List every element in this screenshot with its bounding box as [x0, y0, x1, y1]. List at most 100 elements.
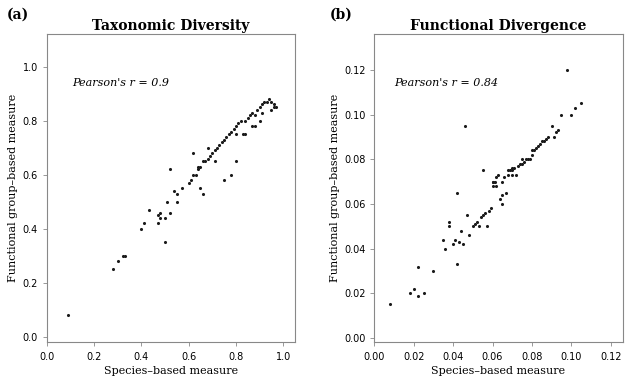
Point — [497, 201, 507, 207]
Point — [452, 190, 462, 196]
Point — [228, 126, 239, 132]
Point — [243, 115, 253, 121]
Point — [269, 104, 279, 110]
Text: Pearson's r = 0.84: Pearson's r = 0.84 — [394, 78, 498, 88]
Point — [481, 223, 492, 229]
Point — [517, 161, 527, 167]
Point — [448, 241, 458, 247]
Point — [266, 99, 276, 105]
Point — [539, 138, 549, 144]
Point — [439, 237, 449, 243]
Point — [385, 301, 395, 308]
Point — [493, 172, 504, 178]
Point — [257, 101, 267, 108]
Point — [262, 99, 272, 105]
Point — [200, 158, 210, 164]
Point — [198, 190, 208, 197]
Point — [257, 109, 267, 116]
Point — [483, 208, 493, 214]
Point — [509, 165, 519, 171]
Point — [533, 143, 543, 149]
Point — [136, 226, 146, 232]
Point — [566, 111, 576, 118]
Point — [215, 142, 225, 148]
Point — [550, 129, 560, 136]
Point — [247, 109, 257, 116]
Point — [226, 172, 236, 178]
Point — [271, 104, 281, 110]
Point — [521, 156, 531, 162]
Y-axis label: Functional group–based measure: Functional group–based measure — [8, 94, 18, 283]
Point — [240, 118, 251, 124]
Point — [216, 139, 227, 146]
Point — [266, 107, 276, 113]
Point — [184, 180, 194, 186]
Point — [562, 67, 572, 73]
Point — [523, 156, 533, 162]
Point — [529, 147, 539, 153]
Title: Taxonomic Diversity: Taxonomic Diversity — [92, 19, 250, 33]
Point — [444, 223, 454, 229]
Point — [519, 159, 529, 165]
Point — [492, 183, 502, 189]
Point — [235, 118, 245, 124]
Point — [472, 219, 482, 225]
Point — [450, 237, 460, 243]
Point — [517, 156, 527, 162]
Point — [113, 258, 123, 265]
Point — [511, 172, 521, 178]
Point — [527, 147, 537, 153]
Point — [170, 188, 180, 194]
Point — [440, 245, 451, 252]
Point — [413, 263, 423, 270]
Point — [525, 156, 535, 162]
Point — [172, 190, 182, 197]
Point — [504, 167, 514, 174]
Point — [468, 223, 478, 229]
Point — [108, 266, 118, 273]
Point — [259, 99, 269, 105]
Point — [527, 152, 537, 158]
Point — [499, 174, 509, 180]
Point — [226, 129, 236, 135]
Text: Pearson's r = 0.9: Pearson's r = 0.9 — [72, 78, 168, 88]
Point — [490, 179, 500, 185]
Point — [172, 199, 182, 205]
Point — [488, 183, 498, 189]
Point — [120, 253, 130, 259]
Point — [548, 134, 558, 140]
Point — [188, 172, 198, 178]
Point — [250, 112, 260, 118]
Point — [474, 223, 484, 229]
Point — [231, 158, 241, 164]
Point — [478, 212, 488, 218]
Point — [188, 150, 198, 156]
Point — [476, 214, 486, 220]
Point — [405, 290, 415, 296]
Point — [245, 112, 255, 118]
Point — [139, 220, 149, 227]
Point — [153, 220, 163, 227]
Point — [570, 105, 581, 111]
Point — [501, 190, 511, 196]
Point — [515, 161, 525, 167]
Point — [546, 123, 557, 129]
Point — [207, 150, 217, 156]
Point — [409, 286, 419, 292]
Point — [254, 118, 264, 124]
Text: (b): (b) — [330, 8, 353, 22]
Point — [177, 185, 187, 191]
X-axis label: Species–based measure: Species–based measure — [104, 366, 238, 376]
Point — [458, 241, 468, 247]
Point — [203, 145, 213, 151]
Point — [507, 165, 517, 171]
Point — [462, 212, 472, 218]
Point — [537, 138, 547, 144]
Point — [452, 261, 462, 267]
Point — [254, 104, 264, 110]
Point — [165, 166, 175, 172]
Point — [155, 210, 165, 216]
Point — [231, 123, 241, 129]
Point — [492, 174, 502, 180]
Point — [203, 156, 213, 162]
